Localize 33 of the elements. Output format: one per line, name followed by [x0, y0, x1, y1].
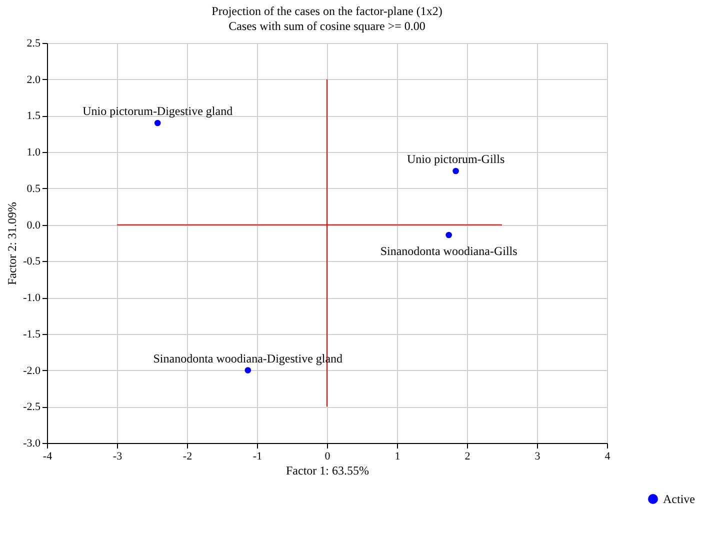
point	[452, 168, 459, 174]
x-tick-label: 3	[534, 450, 541, 462]
y-tick-label: 0.5	[26, 182, 41, 195]
chart-subtitle: Cases with sum of cosine square >= 0.00	[228, 19, 426, 33]
annotation: Unio pictorum-Gills	[406, 152, 505, 166]
chart-title: Projection of the cases on the factor-plane (1x2)	[212, 4, 442, 18]
point	[244, 367, 252, 374]
legend-label: Active	[663, 492, 695, 506]
y-tick-label: -1.5	[23, 328, 41, 340]
y-tick-label: -3.0	[23, 438, 41, 450]
y-tick-label: 1.0	[26, 146, 41, 159]
point	[446, 232, 452, 238]
y-tick-label: -2.5	[23, 401, 41, 414]
y-tick-label: 0.0	[26, 219, 41, 232]
x-tick-label: -2	[182, 450, 192, 462]
x-tick-label: -3	[112, 450, 123, 462]
y-tick-label: -2.0	[23, 364, 41, 377]
y-tick-label: 2.0	[26, 74, 41, 86]
x-axis-title: Factor 1: 63.55%	[286, 464, 369, 478]
annotation: Sinanodonta woodiana-Gills	[380, 244, 518, 258]
annotation: Unio pictorum-Digestive gland	[82, 104, 233, 118]
x-tick-label: 1	[394, 450, 400, 462]
y-tick-label: 2.5	[26, 38, 41, 50]
x-tick-label: 4	[604, 450, 611, 462]
y-axis-title: Factor 2: 31.09%	[5, 202, 20, 285]
y-tick-label: -0.5	[23, 256, 41, 268]
point	[154, 120, 161, 126]
x-tick-label: 2	[464, 450, 470, 462]
y-tick-label: -1.0	[23, 292, 41, 304]
x-tick-label: 0	[324, 450, 331, 462]
x-tick-label: -4	[42, 450, 53, 462]
y-tick-label: 1.5	[26, 110, 41, 122]
x-tick-label: -1	[252, 450, 262, 462]
